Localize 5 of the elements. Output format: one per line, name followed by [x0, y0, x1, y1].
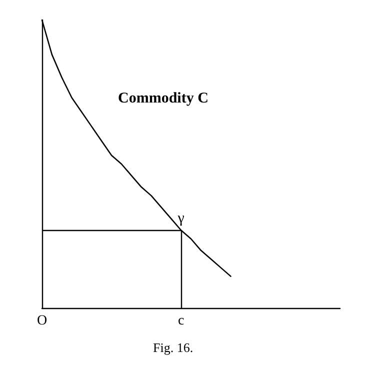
caption: Fig. 16.	[153, 340, 194, 355]
text: Commodity C	[118, 90, 208, 106]
x-tick-label: c	[178, 314, 184, 328]
annotation: γ	[176, 210, 185, 227]
x-tick-label: O	[36, 314, 48, 328]
